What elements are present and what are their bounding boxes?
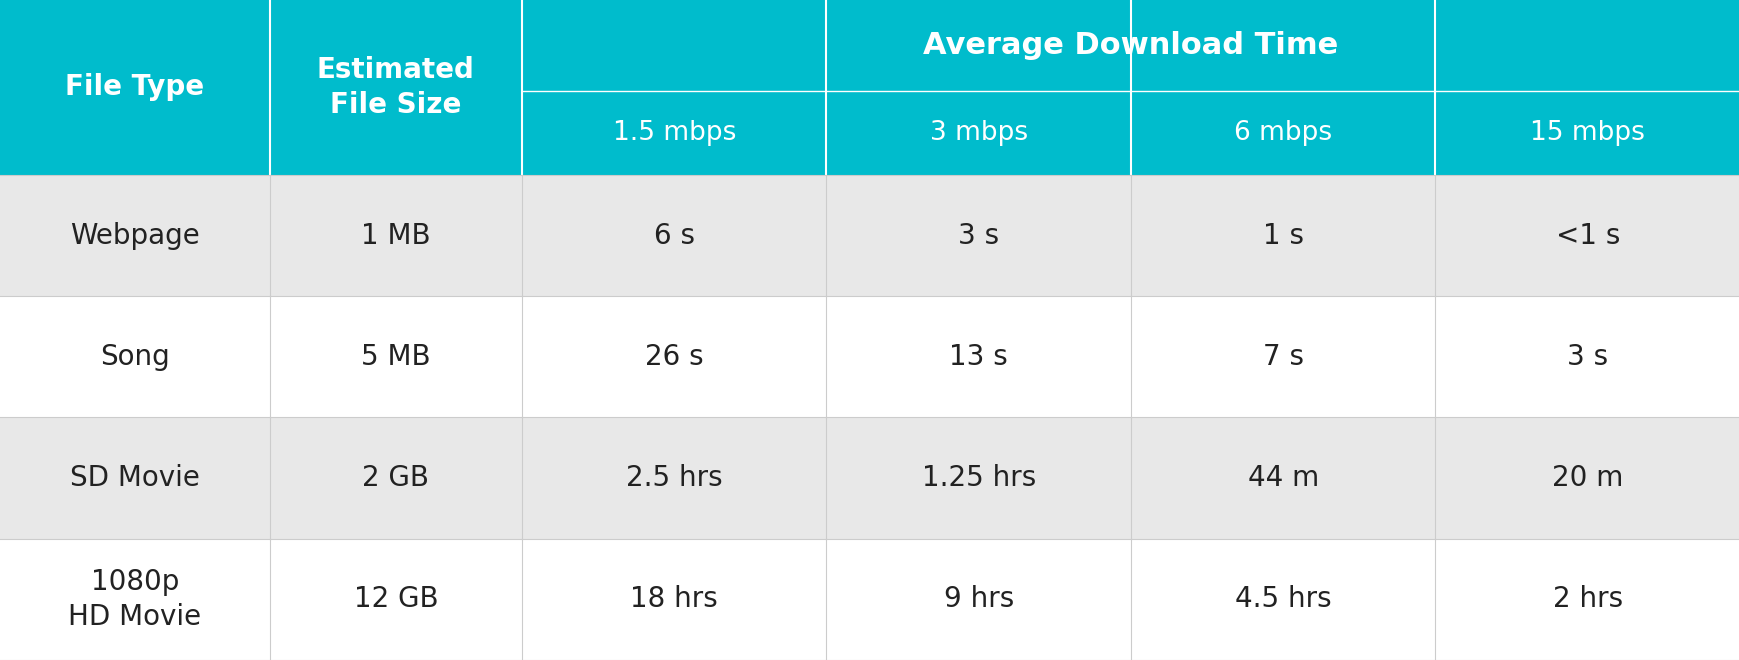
Text: 7 s: 7 s (1263, 343, 1303, 371)
Text: File Type: File Type (66, 73, 203, 102)
Text: 5 MB: 5 MB (360, 343, 431, 371)
Text: Webpage: Webpage (70, 222, 200, 249)
Text: 6 mbps: 6 mbps (1233, 120, 1332, 146)
Text: 12 GB: 12 GB (353, 585, 438, 613)
Text: 26 s: 26 s (645, 343, 703, 371)
Bar (0, 539, 1739, 660)
Text: 6 s: 6 s (654, 222, 694, 249)
Text: 15 mbps: 15 mbps (1529, 120, 1645, 146)
Text: SD Movie: SD Movie (70, 464, 200, 492)
Text: 1.5 mbps: 1.5 mbps (612, 120, 736, 146)
Text: 1.25 hrs: 1.25 hrs (922, 464, 1035, 492)
Text: 20 m: 20 m (1551, 464, 1622, 492)
Text: <1 s: <1 s (1555, 222, 1619, 249)
Text: 2.5 hrs: 2.5 hrs (626, 464, 722, 492)
Text: 3 s: 3 s (1567, 343, 1607, 371)
Text: 44 m: 44 m (1247, 464, 1318, 492)
Text: Song: Song (99, 343, 170, 371)
Bar (0, 418, 1739, 539)
Text: 3 s: 3 s (958, 222, 998, 249)
Text: 9 hrs: 9 hrs (943, 585, 1014, 613)
Text: Average Download Time: Average Download Time (923, 31, 1337, 60)
Bar (0, 175, 1739, 296)
Bar (0, 0, 1739, 175)
Text: 13 s: 13 s (949, 343, 1007, 371)
Text: 2 hrs: 2 hrs (1551, 585, 1622, 613)
Text: Estimated
File Size: Estimated File Size (316, 56, 475, 119)
Bar (0, 296, 1739, 418)
Text: 2 GB: 2 GB (362, 464, 430, 492)
Text: 1080p
HD Movie: 1080p HD Movie (68, 568, 202, 631)
Text: 1 MB: 1 MB (360, 222, 431, 249)
Text: 4.5 hrs: 4.5 hrs (1235, 585, 1330, 613)
Text: 18 hrs: 18 hrs (630, 585, 718, 613)
Text: 1 s: 1 s (1263, 222, 1303, 249)
Text: 3 mbps: 3 mbps (929, 120, 1028, 146)
